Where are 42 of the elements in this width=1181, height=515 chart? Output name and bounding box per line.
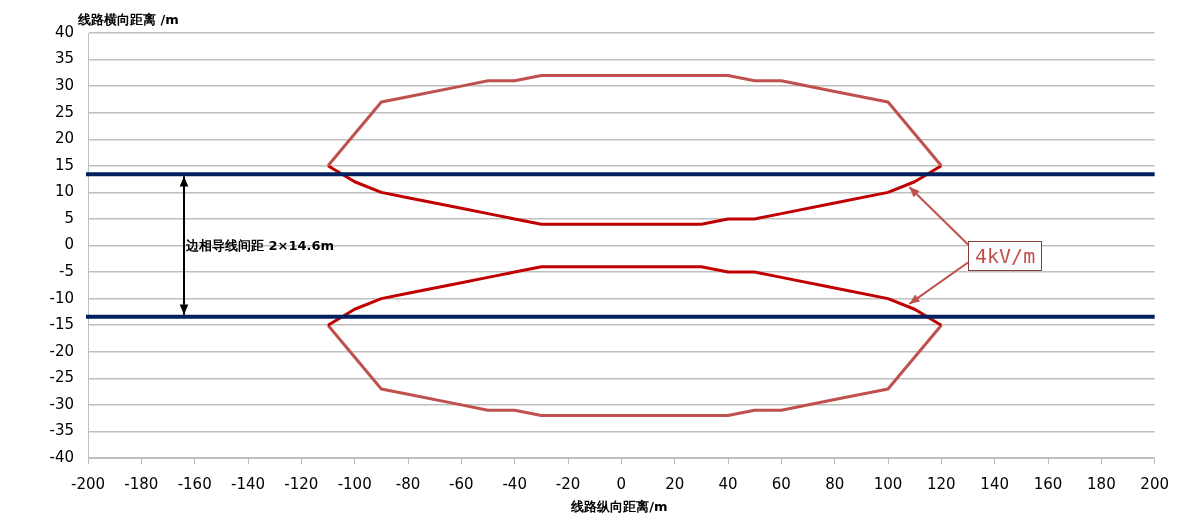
y-tick-label: -40: [49, 447, 74, 466]
y-tick-label: 25: [54, 102, 74, 121]
annotation: 边相导线间距 2×14.6m: [186, 236, 335, 255]
annotation: 4kV/m: [968, 240, 1043, 271]
y-tick-label: 15: [54, 155, 74, 174]
y-tick-label: 5: [64, 208, 74, 227]
x-tick-label: 200: [1140, 474, 1170, 493]
y-tick-label: -15: [49, 315, 74, 334]
y-tick-label: 20: [54, 129, 74, 148]
x-tick-label: 80: [825, 474, 845, 493]
x-tick-label: -60: [449, 474, 474, 493]
y-tick-label: 0: [64, 235, 74, 254]
y-tick-label: -35: [49, 421, 74, 440]
x-tick-label: -20: [555, 474, 581, 493]
y-tick-label: -5: [59, 261, 74, 280]
y-tick-label: -25: [49, 368, 74, 387]
x-tick-label: 100: [873, 474, 903, 493]
y-tick-label: -30: [49, 394, 74, 413]
x-axis-title: 线路纵向距离/m: [571, 498, 668, 515]
x-tick-label: 60: [771, 474, 791, 493]
x-tick-label: 120: [927, 474, 956, 493]
x-tick-label: 140: [980, 474, 1009, 493]
x-tick-label: -120: [284, 474, 319, 493]
x-tick-label: 160: [1033, 474, 1063, 493]
y-tick-label: -20: [49, 341, 74, 360]
y-tick-label: -10: [49, 288, 74, 307]
y-axis-title: 线路横向距离 /m: [78, 11, 179, 29]
x-tick-label: -140: [230, 474, 266, 493]
x-tick-label: -160: [177, 474, 212, 493]
x-tick-label: 180: [1087, 474, 1116, 493]
x-tick-label: -80: [395, 474, 421, 493]
x-tick-label: -40: [502, 474, 527, 493]
y-tick-label: 10: [54, 182, 74, 201]
x-tick-label: 40: [718, 474, 738, 493]
x-tick-label: -100: [337, 474, 372, 493]
x-tick-label: 20: [665, 474, 685, 493]
x-tick-label: -200: [70, 474, 106, 493]
x-tick-label: -180: [124, 474, 159, 493]
x-tick-label: 0: [616, 474, 627, 493]
y-tick-label: 30: [54, 76, 74, 95]
y-tick-label: 35: [54, 49, 74, 68]
y-tick-label: 40: [54, 22, 74, 41]
